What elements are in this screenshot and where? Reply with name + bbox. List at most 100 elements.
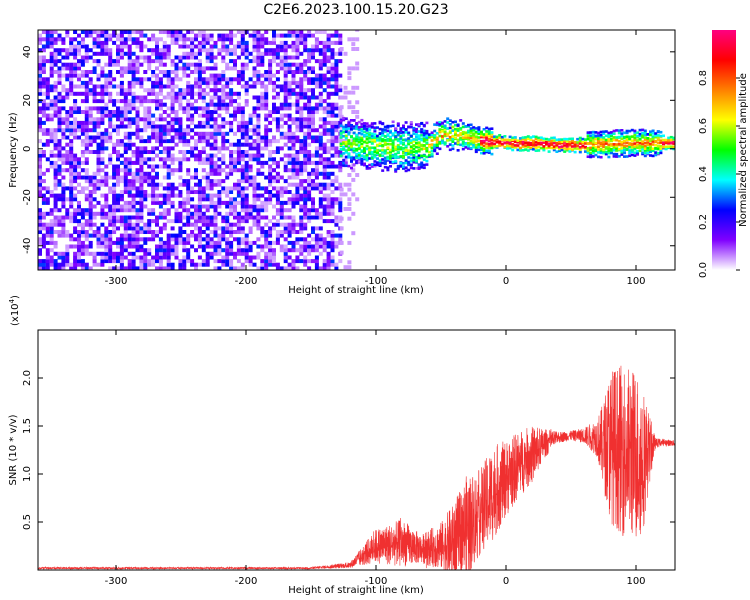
heatmap-cell (441, 136, 444, 140)
heatmap-cell (205, 77, 210, 82)
heatmap-cell (182, 182, 187, 187)
heatmap-cell (170, 190, 175, 194)
heatmap-cell (170, 153, 175, 158)
heatmap-cell (303, 146, 308, 151)
heatmap-cell (205, 240, 210, 245)
heatmap-cell (135, 248, 140, 253)
heatmap-cell (158, 204, 163, 209)
heatmap-cell (233, 230, 237, 234)
heatmap-cell (92, 150, 97, 154)
heatmap-cell (368, 135, 372, 138)
heatmap-cell (186, 91, 191, 96)
heatmap-cell (602, 142, 606, 146)
heatmap-cell (100, 131, 105, 136)
heatmap-cell (73, 219, 78, 224)
heatmap-cell (498, 134, 502, 137)
heatmap-cell (334, 200, 339, 205)
heatmap-cell (307, 251, 312, 256)
heatmap-cell (268, 62, 273, 67)
heatmap-cell (170, 171, 175, 176)
heatmap-cell (303, 44, 308, 49)
heatmap-cell (229, 51, 234, 56)
heatmap-cell (383, 149, 387, 152)
heatmap-cell (182, 91, 187, 96)
heatmap-cell (88, 251, 93, 256)
heatmap-cell (127, 51, 132, 56)
heatmap-cell (610, 139, 613, 143)
heatmap-cell (303, 197, 308, 202)
heatmap-cell (77, 171, 81, 176)
heatmap-cell (194, 215, 198, 220)
heatmap-cell (338, 259, 343, 264)
heatmap-cell (69, 186, 74, 191)
heatmap-cell (209, 102, 214, 107)
heatmap-cell (100, 91, 105, 96)
heatmap-cell (352, 125, 356, 128)
heatmap-cell (244, 44, 249, 49)
heatmap-cell (422, 158, 426, 161)
heatmap-cell (430, 143, 434, 146)
heatmap-cell (209, 237, 214, 242)
heatmap-cell (182, 55, 187, 60)
heatmap-cell (322, 219, 327, 224)
heatmap-cell (240, 106, 245, 111)
heatmap-cell (334, 222, 339, 227)
heatmap-cell (84, 193, 89, 198)
heatmap-cell (178, 200, 183, 205)
heatmap-cell (182, 131, 187, 136)
heatmap-cell (314, 30, 319, 34)
heatmap-cell (127, 88, 132, 93)
heatmap-cell (448, 131, 452, 134)
heatmap-cell (589, 142, 593, 145)
heatmap-cell (229, 204, 234, 209)
heatmap-cell (236, 139, 241, 144)
heatmap-cell (368, 167, 372, 170)
heatmap-cell (415, 155, 418, 159)
heatmap-cell (495, 138, 499, 141)
heatmap-cell (229, 124, 234, 129)
heatmap-cell (201, 190, 206, 194)
heatmap-cell (112, 266, 117, 270)
heatmap-cell (84, 59, 89, 64)
heatmap-cell (53, 113, 58, 118)
heatmap-cell (299, 37, 304, 42)
heatmap-cell (272, 88, 276, 93)
heatmap-cell (244, 237, 249, 242)
heatmap-cell (119, 120, 124, 125)
heatmap-cell (326, 139, 331, 144)
heatmap-cell (135, 193, 140, 198)
heatmap-cell (205, 110, 210, 114)
heatmap-cell (127, 142, 132, 147)
heatmap-cell (69, 157, 74, 162)
heatmap-cell (41, 55, 46, 60)
heatmap-cell (108, 139, 113, 144)
heatmap-cell (80, 110, 85, 114)
heatmap-cell (131, 40, 136, 45)
heatmap-cell (92, 59, 97, 64)
heatmap-cell (166, 139, 171, 144)
heatmap-cell (143, 237, 148, 242)
heatmap-cell (190, 197, 195, 202)
heatmap-cell (190, 91, 195, 96)
heatmap-cell (61, 146, 66, 151)
heatmap-cell (612, 132, 616, 136)
heatmap-cell (209, 77, 214, 82)
heatmap-cell (158, 262, 163, 267)
heatmap-cell (279, 59, 284, 64)
heatmap-cell (162, 208, 167, 213)
heatmap-cell (201, 131, 206, 136)
heatmap-cell (630, 146, 634, 149)
heatmap-cell (69, 153, 74, 158)
heatmap-cell (178, 150, 183, 154)
heatmap-cell (147, 99, 152, 104)
heatmap-cell (326, 186, 331, 191)
heatmap-cell (84, 150, 89, 154)
heatmap-cell (291, 266, 296, 270)
heatmap-cell (139, 190, 144, 194)
heatmap-cell (205, 135, 210, 140)
heatmap-cell (174, 128, 179, 133)
heatmap-cell (229, 160, 234, 165)
heatmap-cell (311, 179, 315, 184)
heatmap-cell (229, 186, 234, 191)
heatmap-cell (295, 40, 300, 45)
